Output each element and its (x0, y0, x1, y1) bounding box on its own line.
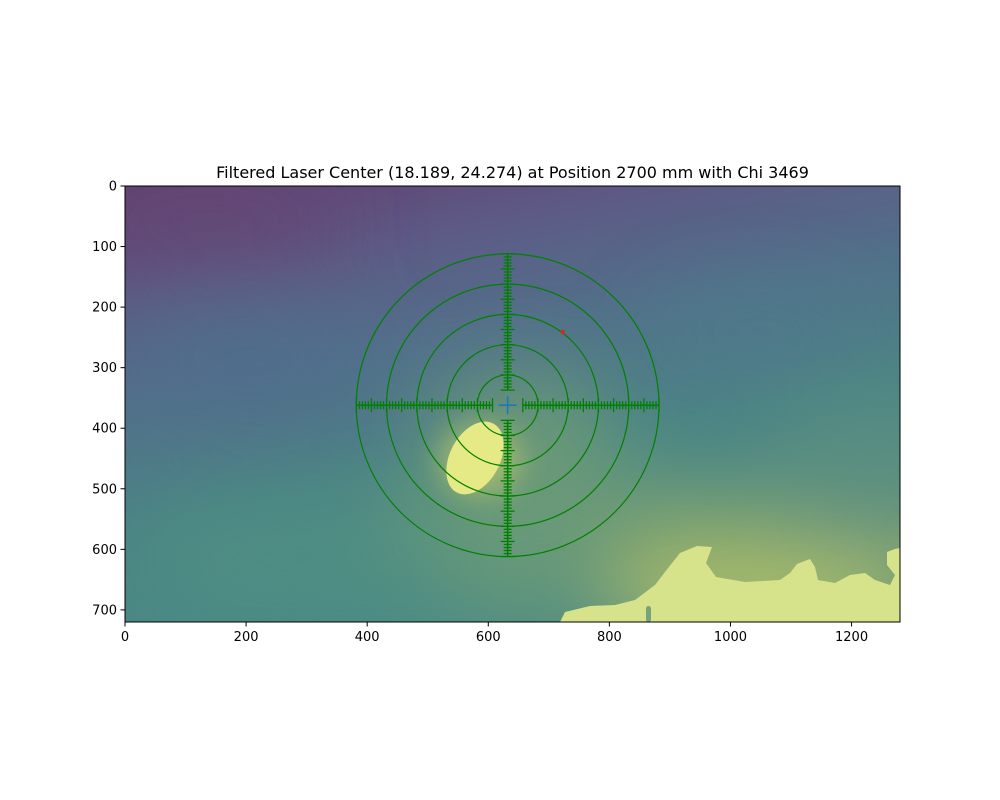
x-tick-label-2: 400 (355, 630, 380, 645)
laser-center-marker (498, 396, 517, 415)
y-axis: 0 100 200 300 400 500 600 700 (92, 180, 125, 618)
x-tick-label-3: 600 (476, 630, 501, 645)
horizontal-scale (355, 398, 660, 413)
y-tick-label-6: 600 (92, 543, 117, 558)
vertical-scale (500, 253, 515, 558)
y-tick-label-1: 100 (92, 240, 117, 255)
x-tick-label-1: 200 (234, 630, 259, 645)
y-tick-label-4: 400 (92, 422, 117, 437)
y-tick-label-7: 700 (92, 603, 117, 618)
target-overlay (355, 253, 660, 558)
detected-point (560, 329, 565, 335)
chart-title: Filtered Laser Center (18.189, 24.274) a… (216, 163, 809, 182)
x-axis: 0 200 400 600 800 1000 1200 (121, 622, 868, 645)
y-tick-label-5: 500 (92, 482, 117, 497)
x-tick-label-4: 800 (597, 630, 622, 645)
x-tick-label-6: 1200 (835, 630, 868, 645)
plot-frame (124, 185, 901, 623)
y-tick-label-2: 200 (92, 301, 117, 316)
plot-area (125, 186, 900, 622)
y-tick-label-3: 300 (92, 361, 117, 376)
camera-heatmap-image (125, 186, 900, 622)
y-tick-label-0: 0 (109, 180, 117, 195)
x-tick-label-0: 0 (121, 630, 129, 645)
x-tick-label-5: 1000 (714, 630, 747, 645)
